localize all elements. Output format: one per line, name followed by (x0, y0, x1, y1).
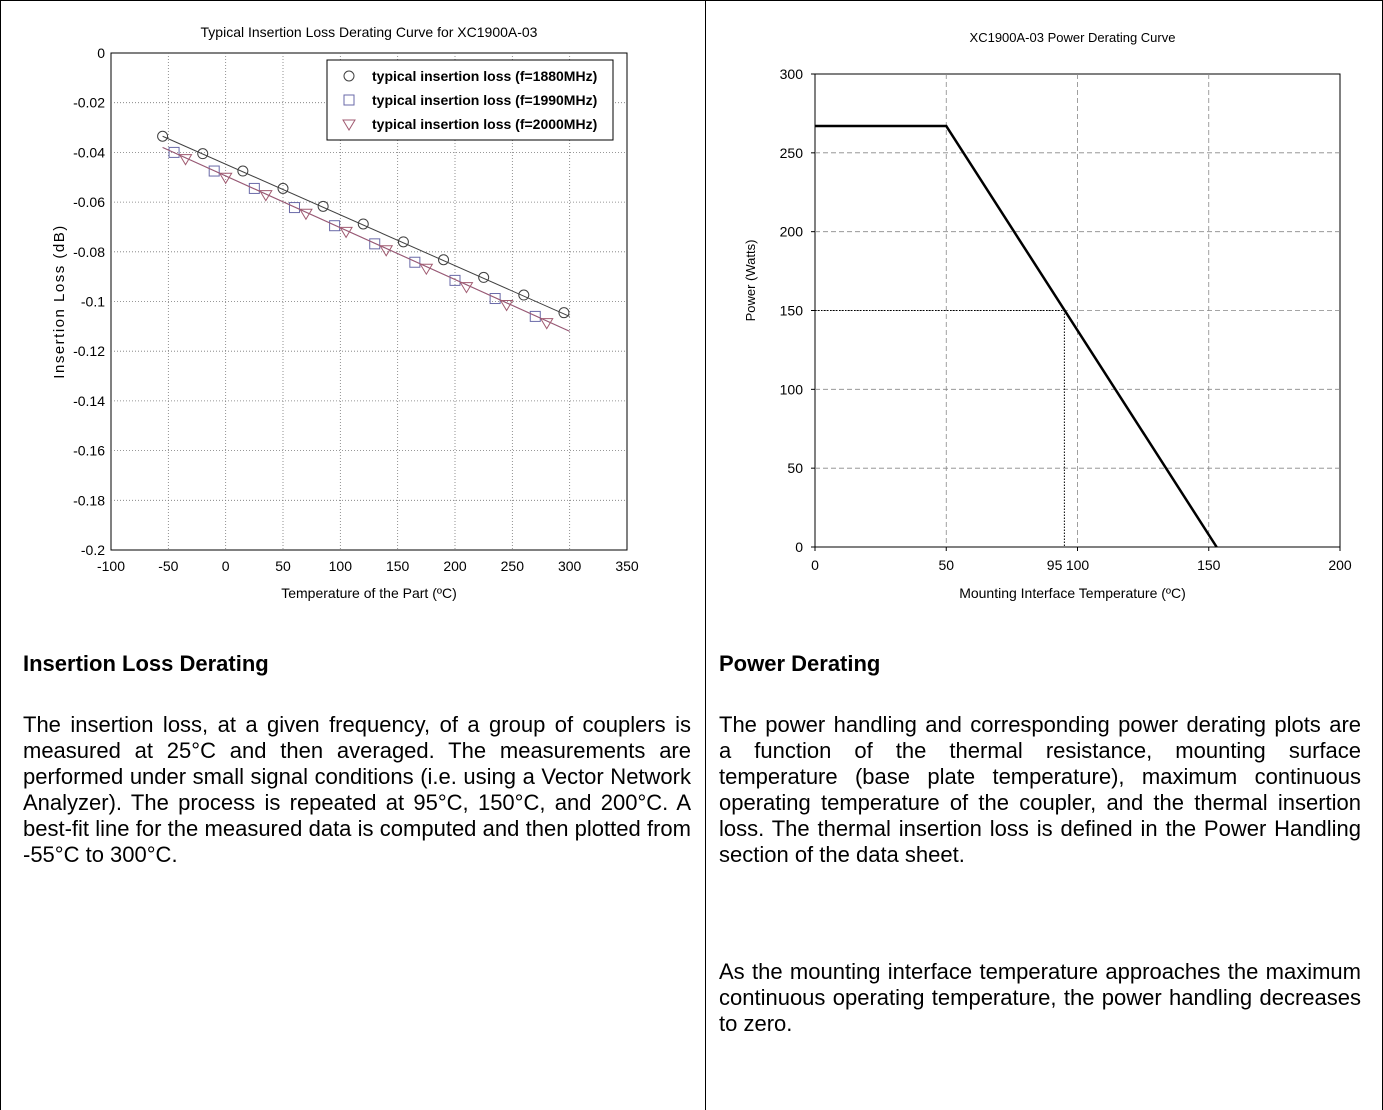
data-point-circle (237, 165, 249, 177)
insertion-loss-chart: -100 -50 0 50 100 150 200 250 300 350 0 -0.02 -0.04 -… (51, 24, 639, 601)
y-tick-label: 300 (780, 66, 804, 82)
legend-entry: typical insertion loss (f=1990MHz) (372, 92, 597, 108)
y-tick-label: -0.06 (73, 194, 105, 210)
x-tick-label: 50 (275, 558, 291, 574)
reference-label: 95 (1047, 557, 1063, 573)
y-tick-label: -0.12 (73, 343, 105, 359)
x-axis-label: Temperature of the Part (ºC) (281, 585, 457, 601)
x-tick-label: 0 (811, 557, 819, 573)
data-point-circle (277, 182, 289, 194)
power-derating-description: The power handling and corresponding pow… (719, 712, 1361, 867)
data-point-square (208, 165, 220, 177)
data-point-triangle (258, 190, 273, 202)
data-point-triangle (539, 318, 554, 330)
data-point-circle (558, 307, 570, 319)
data-point-triangle (499, 299, 514, 312)
series-circle (157, 130, 570, 319)
x-tick-label: 350 (615, 558, 639, 574)
data-point-square (329, 220, 341, 232)
data-point-square (449, 274, 461, 286)
y-tick-label: 0 (97, 45, 105, 61)
y-tick-label: 100 (780, 381, 804, 397)
data-point-triangle (218, 172, 233, 185)
data-point-circle (197, 148, 209, 160)
x-tick-label: 50 (938, 557, 954, 573)
data-point-square (343, 94, 355, 106)
data-point-circle (357, 218, 369, 230)
data-point-triangle (419, 263, 434, 276)
data-point-square (168, 146, 180, 158)
insertion-loss-description: The insertion loss, at a given frequency… (23, 712, 691, 867)
y-tick-label: -0.18 (73, 492, 105, 508)
data-point-triangle (299, 208, 313, 221)
x-tick-label: 150 (386, 558, 410, 574)
data-point-triangle (459, 282, 474, 294)
y-tick-label: -0.2 (81, 542, 105, 558)
data-point-square (409, 256, 421, 268)
chart-title: Typical Insertion Loss Derating Curve fo… (201, 24, 538, 40)
data-point-circle (438, 254, 450, 266)
x-tick-label: 200 (443, 558, 467, 574)
y-tick-label: -0.04 (73, 144, 105, 160)
x-tick-label: 100 (329, 558, 353, 574)
y-tick-label: 150 (780, 303, 804, 319)
x-tick-label: 250 (501, 558, 525, 574)
data-point-square (248, 182, 260, 194)
x-tick-label: 200 (1328, 557, 1352, 573)
data-point-square (288, 202, 300, 214)
derating-curve (815, 124, 1218, 548)
y-tick-label: 200 (780, 224, 804, 240)
legend-box (326, 59, 614, 141)
data-point-circle (518, 289, 530, 301)
y-tick-label: -0.1 (81, 294, 105, 310)
data-point-circle (478, 271, 490, 283)
y-tick-label: -0.16 (73, 443, 105, 459)
data-point-square (489, 293, 501, 305)
series-triangle (162, 146, 570, 332)
x-axis-label: Mounting Interface Temperature (ºC) (959, 585, 1186, 601)
x-tick-label: 300 (558, 558, 582, 574)
power-derating-heading: Power Derating (719, 651, 881, 676)
x-tick-label: 100 (1066, 557, 1090, 573)
y-axis-label: Power (Watts) (743, 240, 758, 322)
x-tick-label: -100 (97, 558, 125, 574)
data-point-circle (317, 200, 329, 212)
y-tick-label: -0.08 (73, 244, 105, 260)
reference-marker: 95 (815, 310, 1065, 573)
legend-entry: typical insertion loss (f=1880MHz) (372, 68, 597, 84)
power-derating-chart: 0 50 100 150 200 0 50 100 150 200 250 300 XC1900A-03… (743, 30, 1352, 601)
power-derating-panel: 0 50 100 150 200 0 50 100 150 200 250 300 XC1900A-03… (706, 0, 1383, 1110)
x-tick-label: 0 (222, 558, 230, 574)
insertion-loss-heading: Insertion Loss Derating (23, 651, 269, 676)
x-tick-label: -50 (158, 558, 178, 574)
data-point-square (369, 238, 381, 250)
data-point-triangle (379, 245, 394, 257)
y-axis-label: Insertion Loss (dB) (51, 224, 68, 378)
data-point-triangle (178, 154, 193, 166)
y-tick-label: -0.14 (73, 393, 105, 409)
data-point-triangle (342, 119, 356, 131)
fit-line (162, 135, 570, 317)
y-tick-label: -0.02 (73, 95, 105, 111)
y-tick-label: 50 (787, 460, 803, 476)
data-point-triangle (339, 226, 353, 239)
legend-entry: typical insertion loss (f=2000MHz) (372, 116, 597, 132)
y-tick-label: 250 (780, 145, 804, 161)
data-point-circle (343, 70, 355, 82)
y-tick-label: 0 (795, 539, 803, 555)
insertion-loss-panel: -100 -50 0 50 100 150 200 250 300 350 0 -0.02 -0.04 -… (0, 0, 706, 1110)
x-tick-label: 150 (1197, 557, 1221, 573)
power-derating-note: As the mounting interface temperature ap… (719, 959, 1361, 1036)
data-point-circle (397, 236, 409, 248)
data-point-circle (157, 130, 169, 142)
legend: typical insertion loss (f=1880MHz) typica… (326, 59, 614, 141)
data-point-square (529, 310, 541, 322)
chart-title: XC1900A-03 Power Derating Curve (970, 30, 1176, 45)
